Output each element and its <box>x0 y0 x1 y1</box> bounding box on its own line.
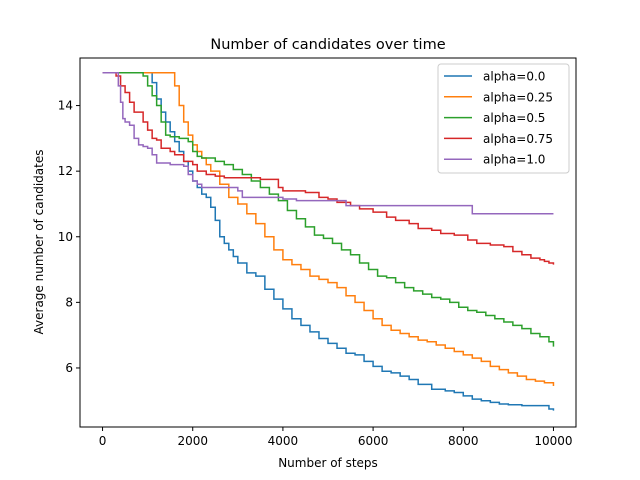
y-tick-label: 14 <box>58 99 73 113</box>
legend: alpha=0.0 alpha=0.25 alpha=0.5 alpha=0.75 al… <box>437 63 570 174</box>
x-tick-label: 10000 <box>534 434 572 448</box>
legend-label: alpha=0.75 <box>483 132 553 146</box>
y-axis-label: Average number of candidates <box>32 150 46 335</box>
x-tick-label: 4000 <box>268 434 299 448</box>
series-line-3 <box>102 72 555 265</box>
series-layer <box>102 72 555 411</box>
legend-label: alpha=0.5 <box>483 111 545 125</box>
legend-label: alpha=1.0 <box>483 153 545 167</box>
y-tick-label: 12 <box>58 164 73 178</box>
x-axis-label: Number of steps <box>278 456 378 470</box>
y-tick-label: 10 <box>58 230 73 244</box>
legend-label: alpha=0.0 <box>483 70 545 84</box>
legend-frame <box>437 63 570 174</box>
plot-frame <box>79 57 577 428</box>
series-line-4 <box>102 72 554 215</box>
x-tick-label: 0 <box>99 434 107 448</box>
x-tick-label: 6000 <box>358 434 389 448</box>
y-axis: 6 8 10 12 14 <box>58 99 80 375</box>
y-tick-label: 6 <box>65 361 73 375</box>
x-axis: 0 2000 4000 6000 8000 10000 <box>99 427 573 448</box>
x-tick-label: 8000 <box>448 434 479 448</box>
legend-label: alpha=0.25 <box>483 90 553 104</box>
y-tick-label: 8 <box>65 295 73 309</box>
x-tick-label: 2000 <box>177 434 208 448</box>
series-line-2 <box>102 72 555 347</box>
chart-title: Number of candidates over time <box>210 37 445 53</box>
